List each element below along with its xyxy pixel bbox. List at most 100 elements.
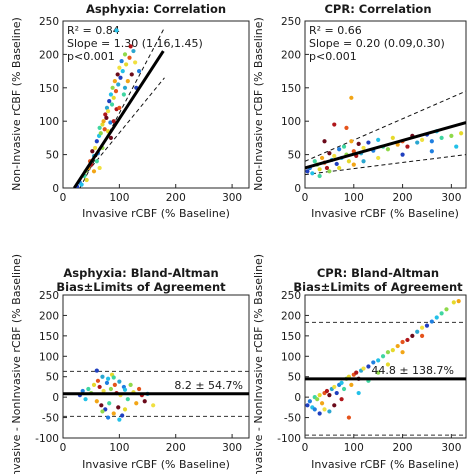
data-point	[429, 319, 434, 324]
y-tick-label: -100	[277, 433, 301, 445]
plot-frame	[62, 20, 250, 189]
data-point	[400, 350, 405, 355]
data-point	[100, 122, 105, 127]
data-point	[327, 409, 332, 414]
x-tick-label: 300	[222, 442, 242, 454]
data-point	[324, 165, 330, 171]
data-point	[434, 315, 439, 320]
data-point	[317, 173, 322, 179]
y-tick-label: 150	[281, 83, 301, 95]
asphyxia-bland-altman-panel: Asphyxia: Bland-Altman Bias±Limits of Ag…	[10, 254, 250, 474]
data-point	[444, 307, 449, 312]
data-point	[90, 149, 95, 154]
data-point	[366, 140, 371, 145]
y-tick-label: 250	[39, 16, 59, 28]
y-tick-label: 200	[281, 49, 301, 61]
y-tick-label: 0	[52, 392, 59, 404]
data-point	[108, 120, 113, 125]
data-point	[95, 378, 101, 383]
data-point	[98, 131, 103, 136]
data-point	[380, 354, 386, 359]
x-tick-label: 0	[60, 192, 67, 204]
data-point	[361, 145, 366, 151]
data-point	[354, 370, 359, 375]
data-point	[449, 133, 454, 138]
y-tick-label: 100	[39, 116, 59, 128]
y-tick-label: -100	[35, 433, 59, 445]
data-point	[104, 105, 110, 110]
data-point	[400, 339, 405, 345]
data-point	[120, 413, 125, 418]
data-point	[122, 52, 128, 57]
data-point	[327, 169, 332, 174]
data-point	[361, 366, 366, 371]
x-axis-label: Invasive rCBF (% Baseline)	[82, 458, 230, 471]
data-point	[104, 380, 110, 385]
data-point	[332, 122, 337, 127]
data-point	[83, 397, 88, 402]
y-tick-label: 50	[46, 372, 59, 384]
data-layer	[63, 368, 249, 422]
data-point	[419, 137, 425, 143]
data-point	[116, 405, 121, 410]
x-tick-label: 0	[60, 442, 67, 454]
data-point	[424, 323, 430, 328]
data-point	[419, 325, 425, 330]
y-tick-label: 150	[39, 83, 59, 95]
data-point	[94, 368, 99, 373]
data-point	[121, 92, 126, 97]
y-tick-label: 200	[281, 310, 301, 322]
data-point	[341, 144, 347, 149]
data-point	[337, 147, 342, 152]
data-point	[127, 55, 132, 60]
data-point	[376, 137, 381, 143]
data-point	[125, 79, 130, 84]
chart-title: Asphyxia: Bland-Altman	[63, 266, 218, 280]
data-point	[112, 79, 117, 84]
data-point	[315, 397, 320, 402]
y-tick-label: 100	[39, 351, 59, 363]
data-point	[356, 390, 361, 396]
data-point	[305, 169, 310, 174]
cpr-bland-altman-panel: CPR: Bland-Altman Bias±Limits of Agreeme…	[252, 254, 467, 474]
data-point	[312, 159, 317, 164]
data-point	[339, 397, 344, 402]
data-point	[108, 386, 114, 392]
x-tick-label: 200	[393, 192, 413, 204]
y-tick-label: 200	[39, 310, 59, 322]
data-point	[339, 380, 344, 385]
data-point	[99, 403, 104, 408]
plot-frame	[62, 294, 250, 439]
x-tick-label: 0	[302, 192, 309, 204]
y-tick-label: 50	[288, 150, 301, 162]
data-point	[102, 127, 107, 132]
data-point	[117, 379, 122, 384]
data-point	[415, 329, 420, 334]
data-point	[114, 28, 119, 33]
data-point	[113, 89, 119, 94]
x-tick-label: 300	[441, 192, 461, 204]
data-point	[327, 393, 332, 398]
data-point	[107, 401, 112, 406]
data-point	[84, 177, 89, 183]
data-point	[454, 144, 459, 149]
data-point	[346, 159, 352, 164]
data-point	[128, 44, 133, 49]
stat-r2: R² = 0.84	[67, 24, 120, 37]
data-point	[108, 135, 114, 140]
y-tick-label: 0	[294, 392, 301, 404]
y-tick-label: 50	[288, 372, 301, 384]
data-point	[105, 109, 111, 114]
data-point	[385, 362, 391, 367]
data-point	[91, 382, 97, 387]
data-point	[133, 60, 138, 65]
stat-slope: Slope = 0.20 (0.09,0.30)	[309, 37, 445, 50]
y-tick-label: 0	[294, 183, 301, 195]
y-tick-label: 0	[52, 183, 59, 195]
data-point	[94, 399, 99, 404]
data-point	[322, 407, 327, 412]
data-point	[119, 58, 124, 64]
data-point	[322, 139, 327, 144]
data-point	[305, 403, 310, 408]
chart-title: CPR: Bland-Altman	[317, 266, 439, 280]
